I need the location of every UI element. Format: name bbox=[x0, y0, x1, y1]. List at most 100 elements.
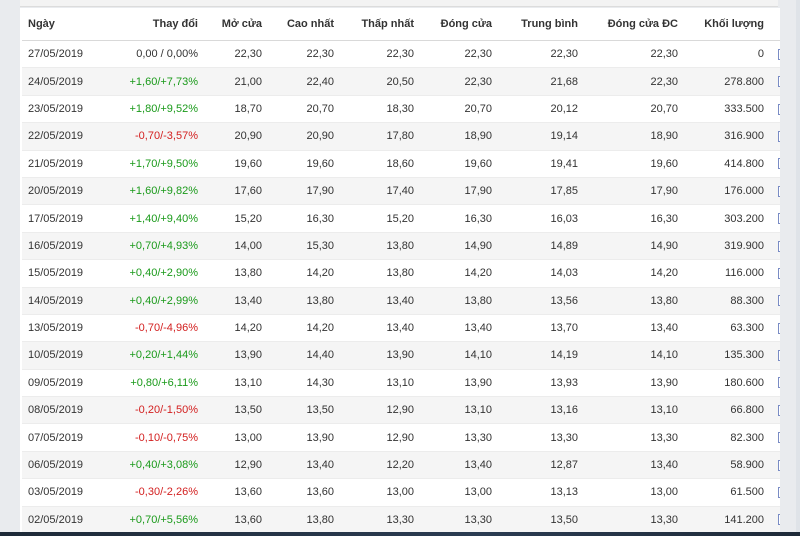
cell-chart-action bbox=[772, 396, 780, 425]
cell-close: 13,40 bbox=[422, 314, 500, 343]
cell-close: 17,90 bbox=[422, 177, 500, 206]
bar-chart-icon[interactable] bbox=[778, 267, 780, 279]
window-edge bbox=[796, 0, 800, 536]
cell-low: 15,20 bbox=[342, 204, 422, 233]
cell-volume: 63.300 bbox=[686, 314, 772, 343]
cell-date: 13/05/2019 bbox=[22, 314, 106, 343]
cell-change: +1,40/+9,40% bbox=[106, 204, 206, 233]
col-header-low: Thấp nhất bbox=[342, 8, 422, 41]
bar-chart-icon[interactable] bbox=[778, 432, 780, 444]
cell-average: 13,30 bbox=[500, 423, 586, 452]
cell-high: 17,90 bbox=[270, 177, 342, 206]
cell-chart-action bbox=[772, 314, 780, 343]
cell-low: 17,80 bbox=[342, 122, 422, 151]
cell-adjusted-close: 17,90 bbox=[586, 177, 686, 206]
cell-change: -0,70/-4,96% bbox=[106, 314, 206, 343]
table-row: 14/05/2019 +0,40/+2,99% 13,40 13,80 13,40 13,… bbox=[22, 287, 780, 315]
table-row: 13/05/2019 -0,70/-4,96% 14,20 14,20 13,40 13,… bbox=[22, 314, 780, 343]
cell-open: 14,00 bbox=[206, 232, 270, 261]
price-history-table: Ngày Thay đổi Mở cửa Cao nhất Thấp nhất … bbox=[22, 8, 780, 536]
cell-date: 23/05/2019 bbox=[22, 95, 106, 124]
table-row: 22/05/2019 -0,70/-3,57% 20,90 20,90 17,80 18,… bbox=[22, 122, 780, 151]
cell-chart-action bbox=[772, 95, 780, 124]
cell-date: 22/05/2019 bbox=[22, 122, 106, 151]
table-row: 17/05/2019 +1,40/+9,40% 15,20 16,30 15,20 16,… bbox=[22, 204, 780, 233]
cell-change: -0,10/-0,75% bbox=[106, 423, 206, 452]
bar-chart-icon[interactable] bbox=[778, 240, 780, 252]
cell-adjusted-close: 18,90 bbox=[586, 122, 686, 151]
cell-date: 27/05/2019 bbox=[22, 40, 106, 69]
cell-high: 22,30 bbox=[270, 40, 342, 69]
cell-open: 21,00 bbox=[206, 67, 270, 96]
cell-chart-action bbox=[772, 478, 780, 507]
cell-average: 13,93 bbox=[500, 369, 586, 398]
bar-chart-icon[interactable] bbox=[778, 158, 780, 170]
bar-chart-icon[interactable] bbox=[778, 350, 780, 362]
cell-chart-action bbox=[772, 259, 780, 288]
cell-close: 13,10 bbox=[422, 396, 500, 425]
cell-date: 06/05/2019 bbox=[22, 451, 106, 480]
cell-volume: 88.300 bbox=[686, 287, 772, 315]
cell-adjusted-close: 14,20 bbox=[586, 259, 686, 288]
bar-chart-icon[interactable] bbox=[778, 185, 780, 197]
bar-chart-icon[interactable] bbox=[778, 213, 780, 225]
bar-chart-icon[interactable] bbox=[778, 377, 780, 389]
cell-chart-action bbox=[772, 204, 780, 233]
cell-high: 15,30 bbox=[270, 232, 342, 261]
bar-chart-icon[interactable] bbox=[778, 322, 780, 334]
cell-change: +0,70/+5,56% bbox=[106, 506, 206, 535]
cell-date: 21/05/2019 bbox=[22, 150, 106, 178]
bar-chart-icon[interactable] bbox=[778, 295, 780, 307]
cell-adjusted-close: 13,40 bbox=[586, 314, 686, 343]
table-row: 07/05/2019 -0,10/-0,75% 13,00 13,90 12,90 13,… bbox=[22, 423, 780, 452]
bar-chart-icon[interactable] bbox=[778, 404, 780, 416]
cell-high: 14,20 bbox=[270, 314, 342, 343]
cell-adjusted-close: 13,30 bbox=[586, 506, 686, 535]
bar-chart-icon[interactable] bbox=[778, 48, 780, 60]
cell-low: 18,30 bbox=[342, 95, 422, 124]
cell-date: 17/05/2019 bbox=[22, 204, 106, 233]
cell-average: 22,30 bbox=[500, 40, 586, 69]
cell-open: 13,60 bbox=[206, 506, 270, 535]
cell-date: 14/05/2019 bbox=[22, 287, 106, 315]
cell-volume: 135.300 bbox=[686, 341, 772, 370]
cell-average: 16,03 bbox=[500, 204, 586, 233]
cell-low: 13,00 bbox=[342, 478, 422, 507]
cell-average: 13,70 bbox=[500, 314, 586, 343]
cell-open: 15,20 bbox=[206, 204, 270, 233]
bar-chart-icon[interactable] bbox=[778, 459, 780, 471]
cell-volume: 180.600 bbox=[686, 369, 772, 398]
cell-close: 13,40 bbox=[422, 451, 500, 480]
cell-date: 08/05/2019 bbox=[22, 396, 106, 425]
bar-chart-icon[interactable] bbox=[778, 514, 780, 526]
cell-change: -0,70/-3,57% bbox=[106, 122, 206, 151]
cell-low: 13,40 bbox=[342, 287, 422, 315]
cell-high: 13,90 bbox=[270, 423, 342, 452]
bar-chart-icon[interactable] bbox=[778, 76, 780, 88]
cell-open: 17,60 bbox=[206, 177, 270, 206]
cell-change: -0,20/-1,50% bbox=[106, 396, 206, 425]
cell-low: 13,90 bbox=[342, 341, 422, 370]
table-row: 16/05/2019 +0,70/+4,93% 14,00 15,30 13,80 14,… bbox=[22, 232, 780, 261]
cell-average: 14,03 bbox=[500, 259, 586, 288]
top-strip bbox=[20, 0, 778, 7]
cell-chart-action bbox=[772, 506, 780, 535]
cell-change: 0,00 / 0,00% bbox=[106, 40, 206, 69]
col-header-adjusted-close: Đóng cửa ĐC bbox=[586, 8, 686, 41]
cell-close: 14,20 bbox=[422, 259, 500, 288]
cell-open: 20,90 bbox=[206, 122, 270, 151]
col-header-chart bbox=[772, 8, 780, 41]
cell-close: 13,00 bbox=[422, 478, 500, 507]
col-header-close: Đóng cửa bbox=[422, 8, 500, 41]
table-header-row: Ngày Thay đổi Mở cửa Cao nhất Thấp nhất … bbox=[22, 8, 780, 41]
cell-high: 13,80 bbox=[270, 287, 342, 315]
bar-chart-icon[interactable] bbox=[778, 103, 780, 115]
cell-open: 18,70 bbox=[206, 95, 270, 124]
bar-chart-icon[interactable] bbox=[778, 487, 780, 499]
cell-low: 12,20 bbox=[342, 451, 422, 480]
cell-adjusted-close: 13,30 bbox=[586, 423, 686, 452]
cell-adjusted-close: 13,80 bbox=[586, 287, 686, 315]
cell-chart-action bbox=[772, 232, 780, 261]
cell-low: 12,90 bbox=[342, 423, 422, 452]
bar-chart-icon[interactable] bbox=[778, 130, 780, 142]
